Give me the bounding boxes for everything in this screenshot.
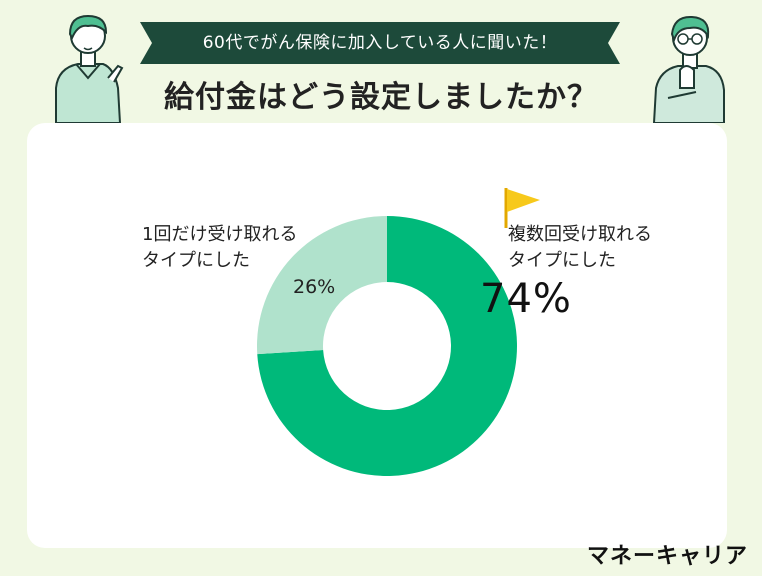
slice-label-one-time-line2: タイプにした [142,250,250,271]
slice-label-multiple-line1: 複数回受け取れる [508,224,652,245]
brand-logo: マネーキャリア [586,544,748,569]
slice-label-one-time-line1: 1回だけ受け取れる [142,224,298,245]
slice-one-time [257,216,387,355]
chart-title: 給付金はどう設定しましたか？ [164,80,598,115]
slice-label-one-time: 1回だけ受け取れる タイプにした [142,222,297,274]
slice-multiple [257,216,517,477]
slice-value-multiple: 74% [480,276,572,322]
right-person-illustration [652,15,725,123]
chart-card [27,123,727,548]
banner-shape [140,22,620,64]
banner-text: 60代でがん保険に加入している人に聞いた！ [202,33,558,53]
slice-value-one-time: 26% [293,276,336,298]
flag-icon [504,188,540,228]
slice-label-multiple-line2: タイプにした [508,250,616,271]
header-banner: 60代でがん保険に加入している人に聞いた！ [140,22,620,64]
slice-label-multiple: 複数回受け取れる タイプにした [508,222,652,274]
left-person-illustration [55,14,124,123]
